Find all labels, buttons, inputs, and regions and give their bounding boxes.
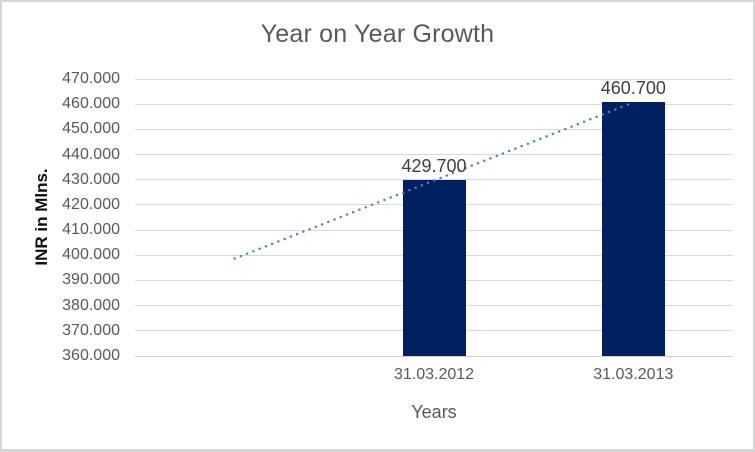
bar-data-label[interactable]: 429.700: [401, 156, 467, 177]
x-axis-line: [135, 355, 733, 357]
trendline-line[interactable]: [233, 101, 635, 260]
gridline: [135, 154, 733, 156]
y-tick-label: 380.000: [62, 296, 120, 314]
x-axis-title[interactable]: Years: [411, 402, 457, 422]
y-tick-label: 360.000: [62, 347, 120, 364]
trendline[interactable]: [135, 79, 733, 356]
gridline: [135, 103, 733, 105]
bar[interactable]: [402, 180, 466, 356]
y-tick-label: 410.000: [62, 221, 120, 239]
y-tick-label: 450.000: [62, 120, 120, 138]
chart-title[interactable]: Year on Year Growth: [260, 20, 495, 48]
plot-area[interactable]: [135, 78, 733, 357]
y-tick-label: 370.000: [62, 321, 120, 339]
y-tick-label: 420.000: [62, 195, 120, 213]
y-tick-label: 390.000: [62, 271, 120, 289]
y-tick-label: 430.000: [62, 170, 120, 188]
y-tick-label: 460.000: [62, 95, 120, 113]
x-tick-label: 31.03.2013: [593, 366, 674, 383]
bar[interactable]: [601, 102, 665, 356]
y-tick-label: 440.000: [62, 145, 120, 163]
y-tick-label: 400.000: [62, 246, 120, 264]
x-tick-label: 31.03.2012: [393, 366, 475, 383]
gridline: [135, 128, 733, 130]
bar-data-label[interactable]: 460.700: [600, 78, 666, 99]
gridline: [135, 78, 733, 80]
y-tick-label: 470.000: [62, 70, 120, 87]
